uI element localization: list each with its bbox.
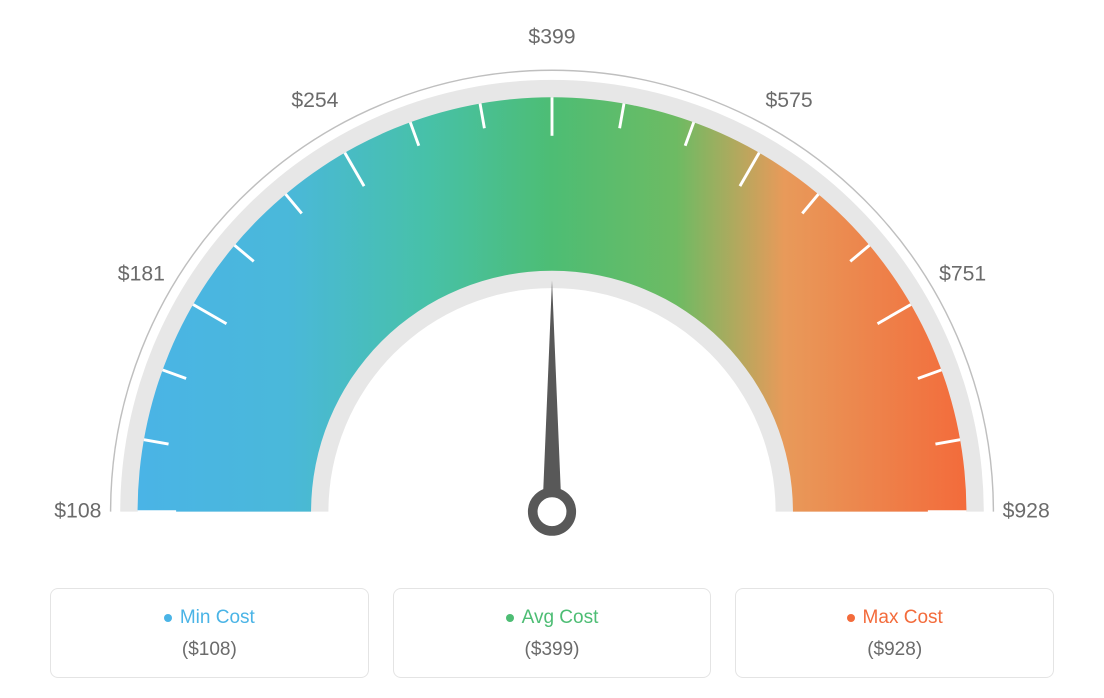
cost-gauge-chart: $108 $181 $254 $399 $575 $751 $928 Min Cost ($… [20,20,1084,678]
gauge-svg-wrap: $108 $181 $254 $399 $575 $751 $928 [20,20,1084,560]
legend-value-avg: ($399) [394,639,711,661]
svg-text:$575: $575 [766,89,813,112]
legend-value-min: ($108) [51,639,368,661]
legend-label-text-avg: Avg Cost [522,607,599,629]
legend-label-max: Max Cost [736,607,1053,629]
legend-row: Min Cost ($108) Avg Cost ($399) Max Cost… [20,588,1084,678]
svg-text:$254: $254 [291,89,338,112]
legend-dot-max [847,614,855,622]
legend-value-max: ($928) [736,639,1053,661]
gauge-svg: $108 $181 $254 $399 $575 $751 $928 [20,20,1084,560]
legend-dot-min [164,614,172,622]
legend-card-avg: Avg Cost ($399) [393,588,712,678]
svg-text:$108: $108 [54,499,101,522]
legend-label-min: Min Cost [51,607,368,629]
svg-text:$751: $751 [939,262,986,285]
svg-text:$928: $928 [1003,499,1050,522]
legend-card-max: Max Cost ($928) [735,588,1054,678]
legend-dot-avg [506,614,514,622]
legend-label-text-max: Max Cost [863,607,943,629]
svg-text:$181: $181 [118,262,165,285]
svg-text:$399: $399 [528,25,575,48]
legend-label-avg: Avg Cost [394,607,711,629]
legend-card-min: Min Cost ($108) [50,588,369,678]
legend-label-text-min: Min Cost [180,607,255,629]
